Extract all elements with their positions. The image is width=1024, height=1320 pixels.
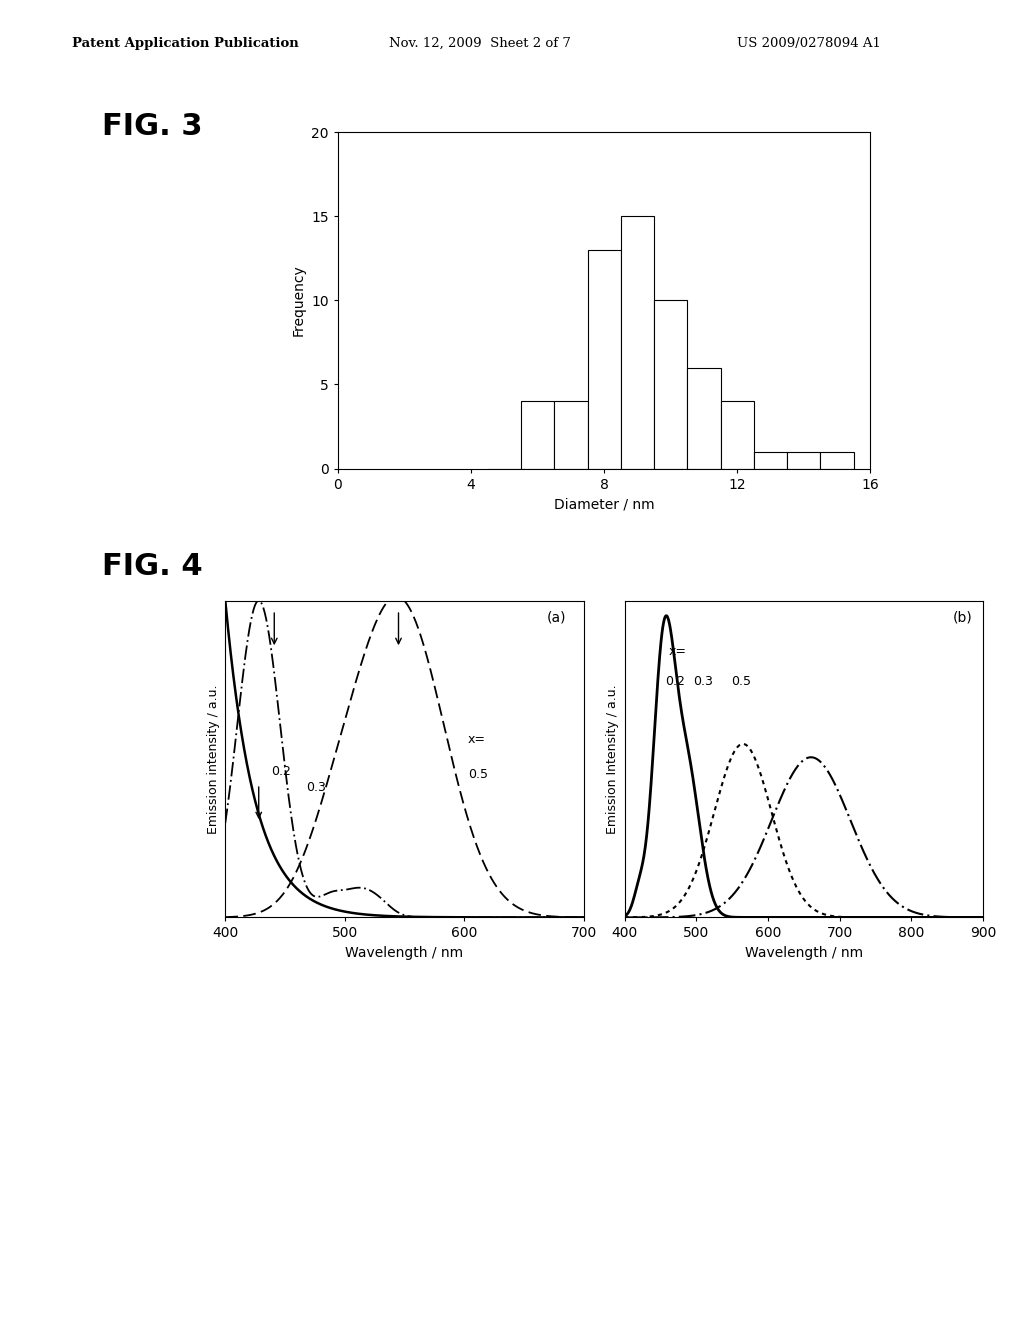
Text: 0.5: 0.5 <box>731 675 751 688</box>
Text: 0.2: 0.2 <box>666 675 685 688</box>
Bar <box>687 367 721 469</box>
Text: US 2009/0278094 A1: US 2009/0278094 A1 <box>737 37 882 50</box>
Y-axis label: Frequency: Frequency <box>292 264 306 337</box>
Text: x=: x= <box>669 645 687 657</box>
Text: 0.3: 0.3 <box>306 780 327 793</box>
Bar <box>721 401 754 469</box>
Text: FIG. 3: FIG. 3 <box>102 112 203 141</box>
Text: FIG. 4: FIG. 4 <box>102 552 203 581</box>
Bar <box>787 451 820 469</box>
X-axis label: Wavelength / nm: Wavelength / nm <box>744 946 863 960</box>
Y-axis label: Emission intensity / a.u.: Emission intensity / a.u. <box>207 684 220 834</box>
Text: x=: x= <box>468 733 485 746</box>
Y-axis label: Emission Intensity / a.u.: Emission Intensity / a.u. <box>606 684 620 834</box>
Bar <box>820 451 854 469</box>
Text: 0.2: 0.2 <box>270 764 291 777</box>
Bar <box>754 451 787 469</box>
Bar <box>654 300 687 469</box>
Bar <box>521 401 554 469</box>
Text: (b): (b) <box>952 610 973 624</box>
Text: 0.3: 0.3 <box>692 675 713 688</box>
X-axis label: Wavelength / nm: Wavelength / nm <box>345 946 464 960</box>
Text: Patent Application Publication: Patent Application Publication <box>72 37 298 50</box>
Text: (a): (a) <box>546 610 565 624</box>
X-axis label: Diameter / nm: Diameter / nm <box>554 498 654 511</box>
Bar <box>621 216 654 469</box>
Text: 0.5: 0.5 <box>468 768 487 781</box>
Bar <box>588 249 621 469</box>
Bar <box>554 401 588 469</box>
Text: Nov. 12, 2009  Sheet 2 of 7: Nov. 12, 2009 Sheet 2 of 7 <box>389 37 571 50</box>
